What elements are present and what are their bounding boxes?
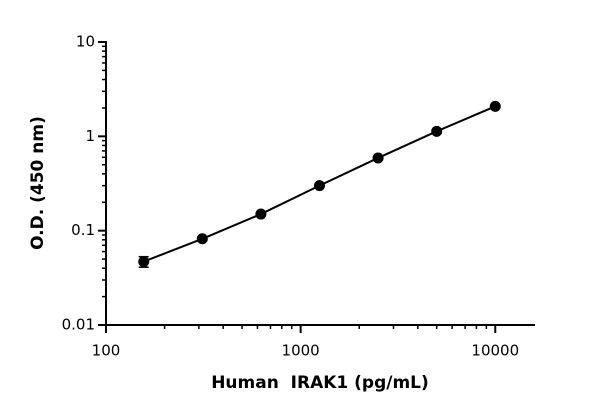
data-point <box>431 125 443 137</box>
data-point <box>138 256 150 268</box>
y-axis-title: O.D. (450 nm) <box>28 116 48 250</box>
y-tick-label: 0.01 <box>62 316 95 334</box>
data-point <box>255 208 267 220</box>
x-tick-label: 1000 <box>282 342 320 360</box>
y-tick-label: 10 <box>76 33 95 51</box>
data-point <box>313 180 325 192</box>
x-tick-label: 10000 <box>471 342 519 360</box>
data-point <box>489 100 501 112</box>
data-point <box>372 152 384 164</box>
data-point <box>196 233 208 245</box>
x-axis-title: Human IRAK1 (pg/mL) <box>211 373 429 393</box>
y-tick-label: 0.1 <box>71 221 95 239</box>
y-tick-label: 1 <box>85 127 95 145</box>
x-tick-label: 100 <box>92 342 121 360</box>
